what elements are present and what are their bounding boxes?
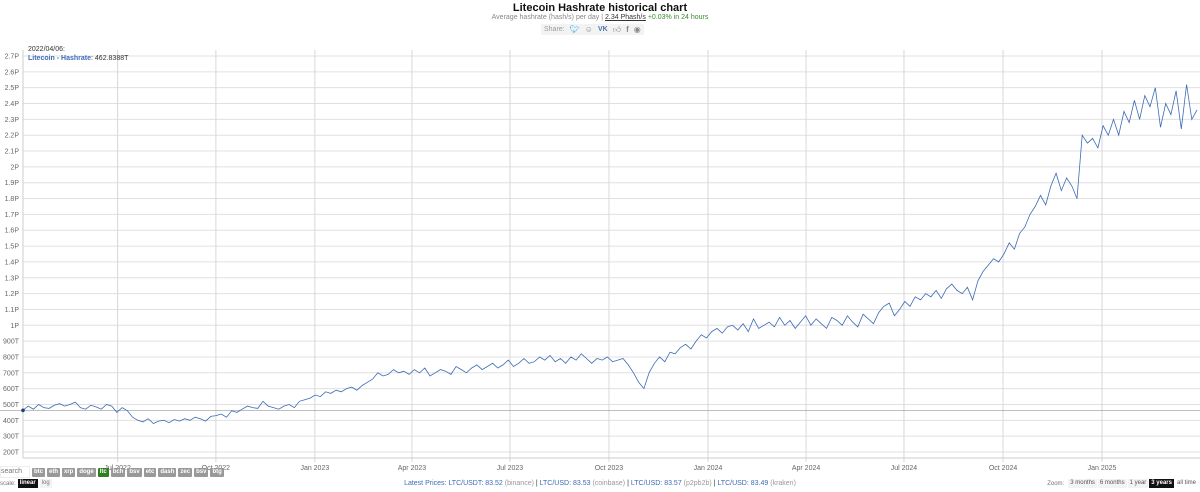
y-axis-labels: 200T 300T 400T 500T 600T 700T 800T 900T 1P 1.1P 1.… [3,54,20,457]
coin-btn-xrp[interactable]: xrp [62,467,76,477]
chart-subtitle: Average hashrate (hash/s) per day | 2.34… [0,14,1200,21]
coin-btn-bsv[interactable]: bsv [127,467,142,477]
zoom-label: Zoom: [1047,480,1065,487]
y-tick-label: 2.7P [5,54,20,61]
y-tick-label: 2.3P [5,117,20,124]
x-tick-label: Jan 2025 [1088,465,1117,472]
separator: | [713,480,716,487]
y-tick-label: 1P [10,323,19,330]
tooltip-series-name: Litecoin - Hashrate [28,55,92,62]
y-tick-label: 2.4P [5,101,20,108]
y-tick-label: 700T [3,370,20,377]
zoom-3-months[interactable]: 3 months [1068,479,1097,488]
price-binance[interactable]: LTC/USDT: 83.52 [448,480,503,487]
y-gridlines [23,55,1200,453]
y-tick-label: 400T [3,418,20,425]
separator: | [627,480,629,487]
y-tick-label: 200T [3,450,20,457]
y-tick-label: 300T [3,434,20,441]
weibo-icon[interactable]: ◉ [633,25,641,34]
x-tick-label: Oct 2023 [595,465,624,472]
y-tick-label: 1.6P [5,228,20,235]
price-p2pb2b[interactable]: LTC/USD: 83.57 [630,480,682,487]
zoom-selector: Zoom: 3 months 6 months 1 year 3 years a… [1047,479,1198,488]
tooltip-value: : 462.8388T [91,55,129,62]
price-source-coinbase: (coinbase) [592,480,626,487]
x-tick-label: Oct 2024 [989,465,1018,472]
price-coinbase[interactable]: LTC/USD: 83.53 [539,480,591,487]
scale-label: scale: [0,480,16,487]
zoom-3-years[interactable]: 3 years [1149,479,1174,488]
x-gridlines [117,50,1103,462]
hover-tooltip: 2022/04/06: Litecoin - Hashrate: 462.838… [28,45,128,63]
separator: | [535,480,538,487]
y-tick-label: 2.2P [5,133,20,140]
tooltip-date: 2022/04/06: [28,46,65,53]
y-tick-label: 1.7P [5,212,20,219]
hover-point-marker [21,408,25,413]
y-tick-label: 2.5P [5,85,20,92]
y-tick-label: 1.3P [5,275,20,282]
coin-btn-zec[interactable]: zec [178,467,193,477]
coin-btn-doge[interactable]: doge [77,467,96,477]
price-source-binance: (binance) [504,480,534,487]
scale-linear-button[interactable]: linear [17,479,38,488]
like-icon[interactable]: 👍︎ [612,25,622,34]
coin-btn-etc[interactable]: etc [143,467,157,477]
y-tick-label: 800T [3,354,20,361]
coin-btn-eth[interactable]: eth [47,467,60,477]
hashrate-series-line [22,84,1198,424]
coin-btn-bch[interactable]: bch [110,467,126,477]
latest-prices: Latest Prices: LTC/USDT: 83.52 (binance)… [0,480,1200,487]
x-tick-label: Jan 2023 [300,465,329,472]
zoom-6-months[interactable]: 6 months [1097,479,1127,488]
y-tick-label: 2.6P [5,69,20,76]
price-kraken[interactable]: LTC/USD: 83.49 [717,480,769,487]
coin-btn-btc[interactable]: btc [32,467,45,477]
reddit-icon[interactable]: ☺ [584,25,593,34]
coin-btn-btg[interactable]: btg [210,467,224,477]
price-source-kraken: (kraken) [770,480,796,487]
y-tick-label: 500T [3,402,20,409]
coin-selector: search btc eth xrp doge ltc bch bsv etc … [0,466,224,478]
y-tick-label: 1.4P [5,259,20,266]
prices-label: Latest Prices: [404,480,447,487]
current-hashrate: 2.34 Phash/s [605,14,646,21]
y-tick-label: 600T [3,386,20,393]
vk-icon[interactable]: VK [597,26,608,33]
share-label: Share: [544,26,565,33]
y-tick-label: 1.1P [5,307,20,314]
price-source-p2pb2b: (p2pb2b) [683,480,712,487]
scale-log-button[interactable]: log [39,479,52,488]
y-tick-label: 2P [10,164,19,171]
y-tick-label: 1.9P [5,180,20,187]
y-tick-label: 1.2P [5,291,20,298]
x-tick-label: Apr 2023 [398,465,427,472]
y-tick-label: 900T [3,339,20,346]
twitter-icon[interactable]: 🐦︎ [569,25,580,34]
y-tick-label: 1.5P [5,244,20,251]
scale-selector: scale: linear log [0,479,52,488]
y-tick-label: 2.1P [5,149,20,156]
x-tick-label: Jul 2023 [497,465,524,472]
coin-btn-dash[interactable]: dash [158,467,177,477]
zoom-all-time[interactable]: all time [1176,480,1196,486]
x-tick-label: Jan 2024 [694,465,723,472]
zoom-1-year[interactable]: 1 year [1127,479,1149,488]
y-tick-label: 1.8P [5,196,20,203]
x-tick-label: Apr 2024 [792,465,821,472]
coin-search-input[interactable]: search [0,466,30,478]
subtitle-prefix: Average hashrate (hash/s) per day | [491,14,606,21]
x-tick-label: Jul 2024 [891,465,918,472]
hashrate-change: +0.03% in 24 hours [647,14,709,21]
coin-btn-bsv-2[interactable]: bsv [194,467,209,477]
chart-title: Litecoin Hashrate historical chart [512,2,688,14]
coin-btn-ltc[interactable]: ltc [97,467,109,477]
facebook-icon[interactable]: f [626,25,629,34]
share-bar: Share: 🐦︎ ☺ VK 👍︎ f ◉ [541,24,644,35]
